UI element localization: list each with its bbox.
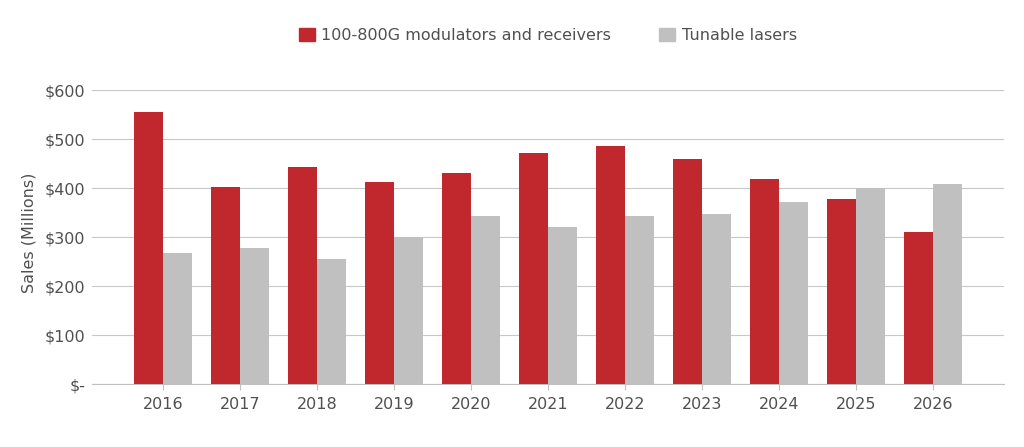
Bar — [316, 259, 346, 384]
Bar — [596, 146, 625, 384]
Bar — [133, 112, 163, 384]
Bar — [548, 227, 578, 384]
Bar — [240, 248, 269, 384]
Bar — [518, 153, 548, 384]
Bar — [701, 214, 731, 384]
Bar — [211, 187, 240, 384]
Y-axis label: Sales (Millions): Sales (Millions) — [22, 172, 36, 293]
Bar — [394, 237, 423, 384]
Bar — [903, 232, 933, 384]
Bar — [441, 173, 471, 384]
Bar — [779, 202, 808, 384]
Bar — [673, 159, 701, 384]
Bar — [826, 199, 856, 384]
Legend: 100-800G modulators and receivers, Tunable lasers: 100-800G modulators and receivers, Tunab… — [293, 21, 803, 50]
Bar — [750, 178, 779, 384]
Bar — [856, 188, 885, 384]
Bar — [471, 216, 500, 384]
Bar — [163, 253, 193, 384]
Bar — [288, 167, 316, 384]
Bar — [365, 182, 394, 384]
Bar — [625, 216, 654, 384]
Bar — [933, 185, 963, 384]
